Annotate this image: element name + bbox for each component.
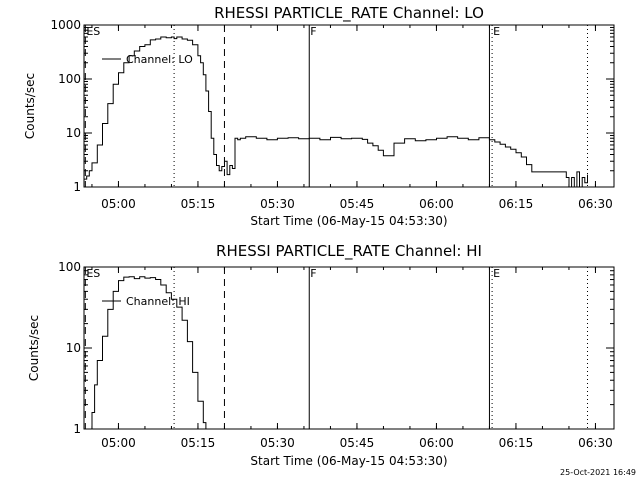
y-axis-label: Counts/sec [27, 315, 41, 381]
x-tick-label: 06:15 [499, 197, 534, 211]
event-marker-label: F [310, 25, 316, 38]
x-tick-label: 05:15 [181, 436, 216, 450]
event-marker-label: ES [86, 25, 100, 38]
x-tick-label: 06:00 [419, 197, 454, 211]
event-marker-label: E [493, 267, 500, 280]
plot-frame [83, 24, 615, 188]
x-tick-label: 05:45 [340, 197, 375, 211]
chart-title: RHESSI PARTICLE_RATE Channel: LO [214, 4, 484, 23]
event-marker-label: E [493, 25, 500, 38]
y-tick-label: 100 [58, 260, 81, 274]
y-tick-label: 10 [66, 126, 81, 140]
x-tick-label: 05:00 [101, 436, 136, 450]
x-tick-label: 05:00 [101, 197, 136, 211]
event-marker-label: F [310, 267, 316, 280]
legend-label: Channel: HI [126, 295, 190, 308]
x-tick-label: 06:15 [499, 436, 534, 450]
legend-label: Channel: LO [126, 53, 193, 66]
x-axis-label: Start Time (06-May-15 04:53:30) [250, 214, 447, 228]
y-tick-label: 1 [73, 422, 81, 436]
x-tick-label: 06:00 [419, 436, 454, 450]
x-tick-label: 06:30 [578, 197, 613, 211]
series-line [89, 276, 207, 430]
event-marker-label: ES [86, 267, 100, 280]
chart-panel-lo: RHESSI PARTICLE_RATE Channel: LO 05:00 05:… [23, 4, 615, 228]
x-tick-label: 06:30 [578, 436, 613, 450]
x-tick-label: 05:30 [260, 197, 295, 211]
y-tick-label: 1 [73, 180, 81, 194]
series-line [84, 36, 588, 188]
y-axis-label: Counts/sec [23, 73, 37, 139]
x-tick-label: 05:30 [260, 436, 295, 450]
y-tick-label: 1000 [50, 18, 81, 32]
chart-panel-hi: RHESSI PARTICLE_RATE Channel: HI 05:00 05:… [27, 242, 615, 468]
x-tick-label: 05:45 [340, 436, 375, 450]
y-tick-label: 100 [58, 72, 81, 86]
x-tick-label: 05:15 [181, 197, 216, 211]
chart-title: RHESSI PARTICLE_RATE Channel: HI [216, 242, 482, 261]
timestamp-footer: 25-Oct-2021 16:49 [560, 468, 636, 477]
x-axis-label: Start Time (06-May-15 04:53:30) [250, 454, 447, 468]
plot-frame [83, 266, 615, 430]
y-tick-label: 10 [66, 341, 81, 355]
